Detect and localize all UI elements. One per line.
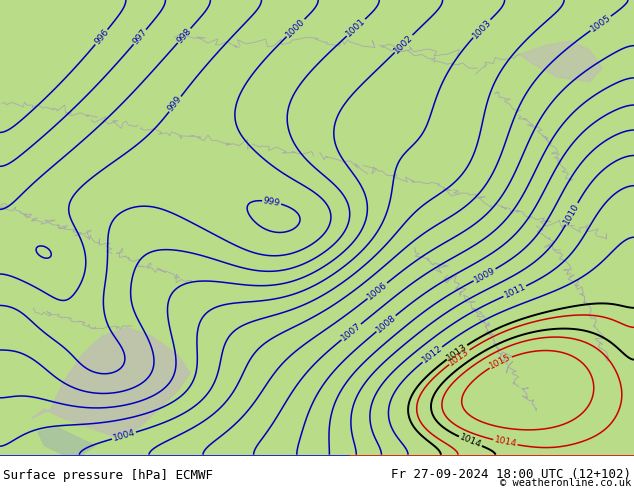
Text: © weatheronline.co.uk: © weatheronline.co.uk [500,478,631,488]
Text: 1014: 1014 [493,436,517,449]
Text: 1011: 1011 [503,282,527,300]
Text: 1013: 1013 [447,347,471,368]
Text: 999: 999 [166,95,184,114]
Text: 1005: 1005 [588,13,612,34]
Text: 997: 997 [131,27,149,47]
Text: 999: 999 [262,196,281,208]
Text: 996: 996 [93,27,110,47]
Polygon shape [520,41,602,82]
Text: 1010: 1010 [562,201,581,226]
Text: 1008: 1008 [374,313,398,334]
Text: 1014: 1014 [458,433,482,450]
Text: 1004: 1004 [112,428,136,443]
Text: 1007: 1007 [339,321,363,343]
Text: 1015: 1015 [488,353,513,371]
Text: 1002: 1002 [392,32,415,55]
Text: 1000: 1000 [284,17,307,39]
Polygon shape [38,427,95,455]
Text: 1013: 1013 [445,342,469,363]
Text: 998: 998 [175,26,193,45]
Text: Fr 27-09-2024 18:00 UTC (12+102): Fr 27-09-2024 18:00 UTC (12+102) [391,468,631,481]
Text: 1003: 1003 [470,17,493,40]
Polygon shape [32,327,190,437]
Text: 1006: 1006 [366,280,389,301]
Text: 1001: 1001 [344,17,368,39]
Text: 1009: 1009 [472,266,497,284]
Text: 1012: 1012 [420,344,444,365]
Text: Surface pressure [hPa] ECMWF: Surface pressure [hPa] ECMWF [3,469,213,482]
